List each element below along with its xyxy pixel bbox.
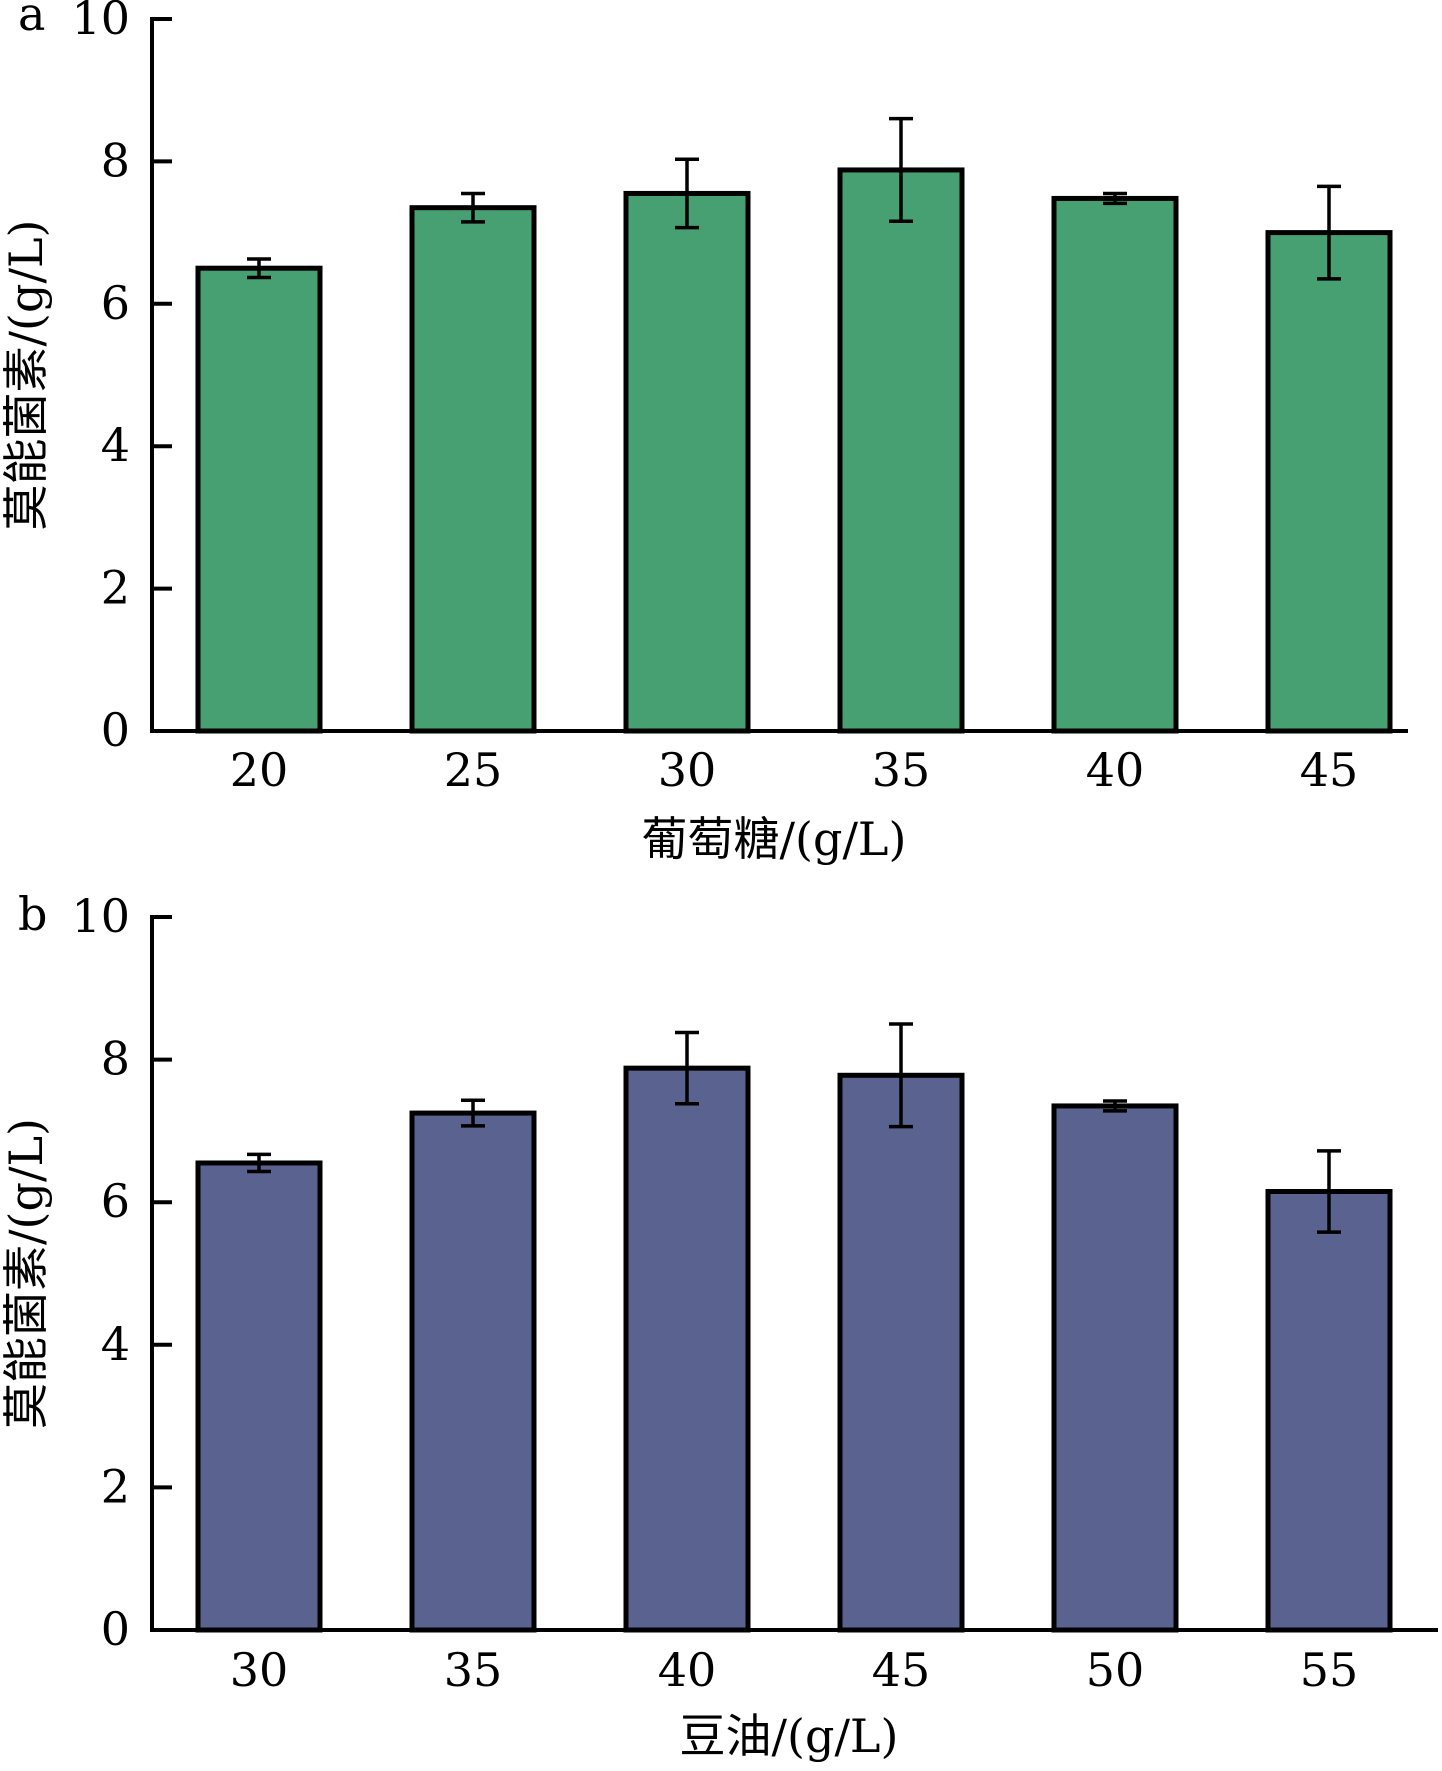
panel-0-x-tick-label-4: 40 — [1086, 743, 1145, 797]
panel-0-y-tick-label-4: 8 — [101, 133, 130, 187]
panel-1-y-tick-label-1: 2 — [101, 1459, 130, 1513]
panel-1-bar-0 — [195, 1160, 323, 1633]
panel-0-x-tick-label-5: 45 — [1300, 743, 1359, 797]
panel-0-x-tick-label-3: 35 — [872, 743, 931, 797]
panel-1-x-tick-label-2: 40 — [658, 1643, 717, 1697]
panel-1-y-tick-label-0: 0 — [101, 1602, 130, 1656]
panel-1-bar-3 — [837, 1072, 965, 1633]
panel-0-y-tick-label-3: 6 — [101, 276, 130, 330]
panel-0-label: a — [18, 0, 45, 41]
panel-0-y-axis-title: 莫能菌素/(g/L) — [0, 220, 53, 531]
panel-0-x-tick-label-1: 25 — [444, 743, 503, 797]
panel-1-y-axis-title: 莫能菌素/(g/L) — [0, 1118, 53, 1429]
panel-0-bar-2 — [623, 190, 751, 734]
panel-1-bar-5 — [1265, 1189, 1393, 1633]
panel-1-x-tick-label-5: 55 — [1300, 1643, 1359, 1697]
panel-0-bar-4 — [1051, 195, 1179, 734]
panel-0-bar-3 — [837, 167, 965, 734]
panel-1-x-tick-label-1: 35 — [444, 1643, 503, 1697]
panel-0-y-tick-label-1: 2 — [101, 561, 130, 615]
panel-1-bar-1 — [409, 1110, 537, 1633]
panel-0-y-tick-label-0: 0 — [101, 703, 130, 757]
panel-0-y-tick-label-2: 4 — [101, 418, 130, 472]
panel-0-y-tick-label-5: 10 — [71, 0, 130, 45]
panel-0-bar-1 — [409, 205, 537, 734]
panel-0-bar-5 — [1265, 230, 1393, 734]
panel-1-bar-2 — [623, 1065, 751, 1633]
panel-1-y-tick-label-3: 6 — [101, 1174, 130, 1228]
panel-0-bar-0 — [195, 265, 323, 734]
panel-1-y-tick-label-5: 10 — [71, 889, 130, 943]
panel-0-x-tick-label-0: 20 — [230, 743, 289, 797]
panel-1-y-tick-label-2: 4 — [101, 1317, 130, 1371]
panel-1-label: b — [18, 887, 47, 941]
panel-0-x-axis-title: 葡萄糖/(g/L) — [642, 812, 907, 866]
panel-1-x-tick-label-3: 45 — [872, 1643, 931, 1697]
panel-1-y-tick-label-4: 8 — [101, 1032, 130, 1086]
panel-0-x-tick-label-2: 30 — [658, 743, 717, 797]
panel-1-bar-4 — [1051, 1103, 1179, 1633]
panel-1-x-axis-title: 豆油/(g/L) — [680, 1709, 899, 1763]
panel-1-x-tick-label-0: 30 — [230, 1643, 289, 1697]
panel-1-x-tick-label-4: 50 — [1086, 1643, 1145, 1697]
